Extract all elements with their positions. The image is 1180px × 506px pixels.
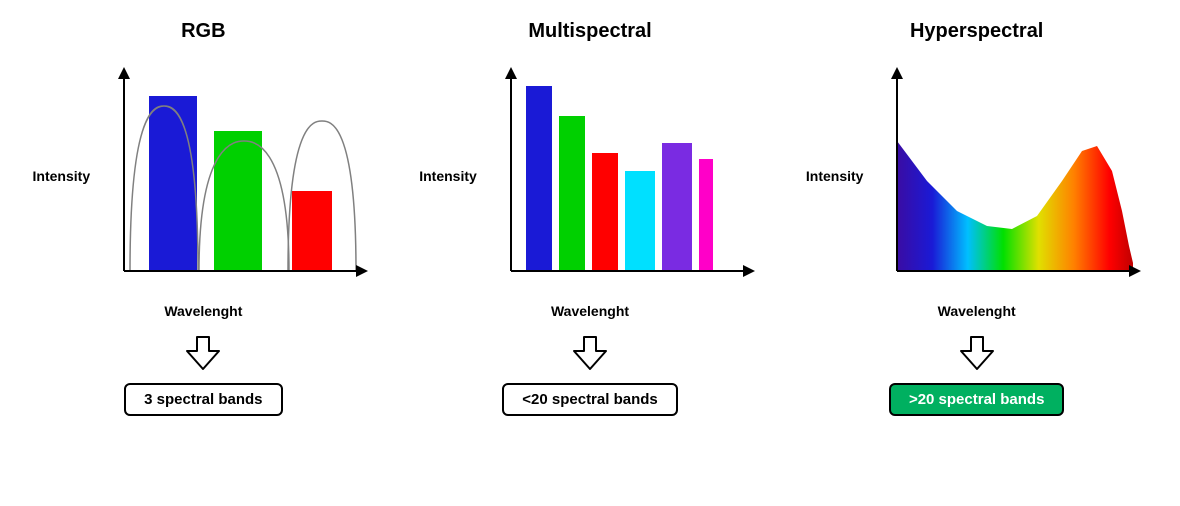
xlabel-rgb: Wavelenght	[164, 303, 242, 319]
badge-rgb: 3 spectral bands	[124, 383, 282, 416]
chart-multi	[481, 51, 761, 301]
arrow-down-icon	[570, 333, 610, 373]
title-rgb: RGB	[181, 20, 225, 43]
badge-hyper: >20 spectral bands	[889, 383, 1064, 416]
badge-multi: <20 spectral bands	[502, 383, 677, 416]
title-hyper: Hyperspectral	[910, 20, 1043, 43]
chart-wrap-multi: Intensity	[419, 51, 761, 301]
chart-rgb	[94, 51, 374, 301]
title-multi: Multispectral	[528, 20, 651, 43]
panel-hyper: Hyperspectral Intensity Wavelenght >20 s…	[803, 20, 1150, 416]
arrow-down-icon	[957, 333, 997, 373]
chart-wrap-rgb: Intensity	[33, 51, 375, 301]
panel-multi: Multispectral Intensity Wavelenght <20 s…	[417, 20, 764, 416]
ylabel-multi: Intensity	[419, 168, 477, 184]
xlabel-multi: Wavelenght	[551, 303, 629, 319]
xlabel-hyper: Wavelenght	[938, 303, 1016, 319]
arrow-down-icon	[183, 333, 223, 373]
panel-rgb: RGB Intensity Wavelenght 3 spectral band…	[30, 20, 377, 416]
panels-row: RGB Intensity Wavelenght 3 spectral band…	[30, 20, 1150, 416]
chart-hyper	[867, 51, 1147, 301]
chart-wrap-hyper: Intensity	[806, 51, 1148, 301]
ylabel-hyper: Intensity	[806, 168, 864, 184]
ylabel-rgb: Intensity	[33, 168, 91, 184]
